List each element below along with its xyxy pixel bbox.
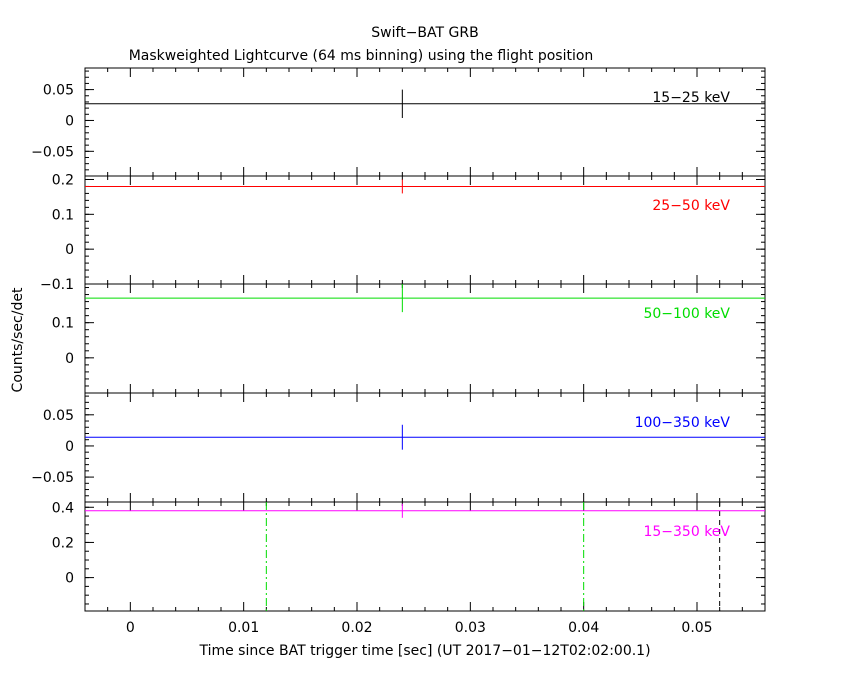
y-tick-label: 0.1 <box>52 207 74 223</box>
x-tick-label: 0 <box>126 620 135 636</box>
panel-frame <box>84 175 766 285</box>
panel-1: −0.1 0 0.1 0.2 25−50 keV <box>40 172 766 293</box>
panel-0: −0.05 0 0.05 15−25 keV <box>31 67 766 177</box>
panel-2: 0 0.1 50−100 keV <box>52 283 766 394</box>
chart-panels: −0.05 0 0.05 15−25 keV −0.1 0 0.1 0.2 25−50 keV 0… <box>31 67 766 612</box>
x-tick-label: 0.01 <box>228 620 259 636</box>
chart-title: Swift−BAT GRB <box>371 25 478 41</box>
panel-frame <box>84 67 766 177</box>
x-tick-labels: 0 0.01 0.02 0.03 0.04 0.05 <box>126 620 713 636</box>
y-tick-label: 0 <box>65 242 74 258</box>
y-tick-label: 0.1 <box>52 316 74 332</box>
chart-subtitle: Maskweighted Lightcurve (64 ms binning) … <box>129 48 594 64</box>
x-tick-label: 0.03 <box>455 620 486 636</box>
band-label: 25−50 keV <box>652 198 730 214</box>
panel-frame <box>84 501 766 612</box>
y-tick-label: −0.05 <box>31 144 74 160</box>
panel-frame <box>84 392 766 503</box>
x-tick-label: 0.05 <box>681 620 712 636</box>
band-label: 100−350 keV <box>635 415 731 431</box>
y-tick-label: 0.2 <box>52 172 74 188</box>
x-tick-label: 0.04 <box>568 620 599 636</box>
panel-4: 0 0.2 0.4 15−350 keV <box>52 500 766 612</box>
y-tick-label: −0.1 <box>40 277 74 293</box>
y-tick-label: 0.4 <box>52 500 74 516</box>
panel-frame <box>84 283 766 394</box>
band-label: 15−350 keV <box>643 524 730 540</box>
y-tick-label: 0 <box>65 571 74 587</box>
y-tick-label: 0 <box>65 113 74 129</box>
band-label: 15−25 keV <box>652 90 730 106</box>
y-tick-label: 0 <box>65 351 74 367</box>
x-axis-label: Time since BAT trigger time [sec] (UT 20… <box>198 643 650 659</box>
band-label: 50−100 keV <box>643 306 730 322</box>
y-tick-label: 0 <box>65 439 74 455</box>
y-tick-label: 0.2 <box>52 535 74 551</box>
y-tick-label: 0.05 <box>43 408 74 424</box>
x-tick-label: 0.02 <box>341 620 372 636</box>
y-axis-label: Counts/sec/det <box>10 287 26 392</box>
y-tick-label: −0.05 <box>31 470 74 486</box>
y-tick-label: 0.05 <box>43 83 74 99</box>
panel-3: −0.05 0 0.05 100−350 keV <box>31 392 766 503</box>
